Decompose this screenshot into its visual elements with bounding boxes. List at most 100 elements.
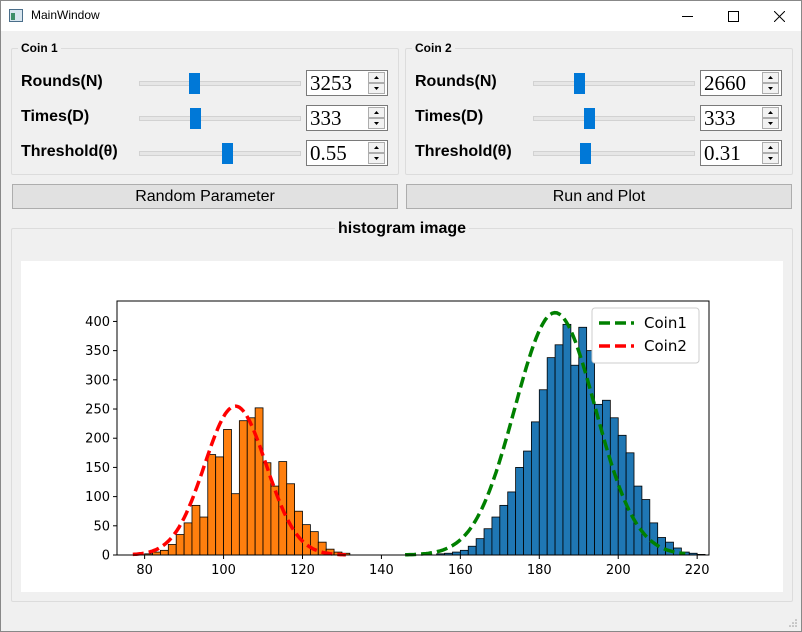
coin2-rounds-value[interactable]: 2660 xyxy=(704,71,746,95)
histogram-bar xyxy=(302,524,311,556)
maximize-button[interactable] xyxy=(710,1,756,31)
minimize-button[interactable] xyxy=(664,1,710,31)
histogram-bar xyxy=(530,421,540,556)
coin2-times-slider-handle[interactable] xyxy=(583,108,595,129)
histogram-chart: 80 100 120 140 160 180 200 220 0 50 100 150 200 250 30… xyxy=(85,300,710,578)
histogram-bar xyxy=(523,450,532,556)
coin1-times-spin-up[interactable] xyxy=(368,107,385,118)
x-tick-label: 200 xyxy=(606,563,631,578)
coin2-rounds-slider[interactable] xyxy=(533,73,695,94)
y-tick-label: 250 xyxy=(85,403,110,418)
coin2-times-spin-down[interactable] xyxy=(762,118,779,129)
coin2-threshold-row: Threshold(θ) 0.31 xyxy=(415,140,785,166)
coin1-rounds-spin-up[interactable] xyxy=(368,72,385,83)
arrow-down-icon xyxy=(374,122,379,125)
coin1-times-row: Times(D) 333 xyxy=(21,105,391,131)
coin2-rounds-label: Rounds(N) xyxy=(415,73,497,90)
coin2-threshold-spin-up[interactable] xyxy=(762,142,779,153)
coin2-threshold-label: Threshold(θ) xyxy=(415,143,512,160)
x-tick-label: 160 xyxy=(448,563,473,578)
histogram-bar xyxy=(578,326,588,556)
y-tick-label: 350 xyxy=(85,344,110,359)
y-tick-label: 300 xyxy=(85,373,110,388)
axes-frame xyxy=(116,300,710,556)
arrow-down-icon xyxy=(768,157,773,160)
arrow-up-icon xyxy=(374,146,379,149)
coin2-rounds-spin-down[interactable] xyxy=(762,83,779,94)
coin2-rounds-spinbox[interactable]: 2660 xyxy=(700,70,782,96)
coin2-rounds-slider-handle[interactable] xyxy=(574,73,586,94)
coin2-times-spin-up[interactable] xyxy=(762,107,779,118)
histogram-bar xyxy=(207,454,217,556)
maximize-icon xyxy=(727,10,739,22)
coin1-threshold-slider-handle[interactable] xyxy=(221,143,233,164)
histogram-bar xyxy=(546,357,556,556)
title-bar[interactable]: MainWindow xyxy=(1,1,801,31)
histogram-bar xyxy=(183,522,193,556)
fit-curve-line xyxy=(405,310,686,557)
coin1-rounds-spin-down[interactable] xyxy=(368,83,385,94)
run-and-plot-button[interactable]: Run and Plot xyxy=(406,184,792,209)
histogram-bar xyxy=(491,516,501,556)
coin2-times-spinbox[interactable]: 333 xyxy=(700,105,782,131)
histogram-bar xyxy=(562,323,572,556)
histogram-bar xyxy=(459,549,469,556)
histogram-bar xyxy=(499,504,509,556)
coin2-times-slider[interactable] xyxy=(533,108,695,129)
histogram-bar xyxy=(254,407,264,556)
histogram-bar xyxy=(538,389,548,556)
arrow-up-icon xyxy=(768,76,773,79)
histogram-bar xyxy=(467,545,477,556)
histogram-bar xyxy=(475,538,485,556)
histogram-bar xyxy=(167,544,177,556)
legend-label: Coin1 xyxy=(644,314,687,332)
coin2-rounds-spin-up[interactable] xyxy=(762,72,779,83)
coin1-times-slider[interactable] xyxy=(139,108,301,129)
coin1-threshold-spinbox[interactable]: 0.55 xyxy=(306,140,388,166)
histogram-bar xyxy=(160,549,169,556)
coin1-times-slider-handle[interactable] xyxy=(189,108,201,129)
histogram-bar xyxy=(215,456,224,556)
histogram-bar xyxy=(175,534,185,556)
coin1-rounds-row: Rounds(N) 3253 xyxy=(21,70,391,96)
coin1-times-spin-down[interactable] xyxy=(368,118,385,129)
y-tick-label: 0 xyxy=(102,549,110,564)
histogram-bar xyxy=(191,504,201,556)
histogram-bar xyxy=(602,399,611,556)
coin2-times-value[interactable]: 333 xyxy=(704,106,736,130)
arrow-down-icon xyxy=(768,87,773,90)
coin2-threshold-spin-down[interactable] xyxy=(762,153,779,164)
histogram-bar xyxy=(609,417,619,556)
coin1-threshold-slider[interactable] xyxy=(139,143,301,164)
coin1-times-spinbox[interactable]: 333 xyxy=(306,105,388,131)
histogram-bar xyxy=(199,516,209,556)
y-tick-label: 150 xyxy=(85,461,110,476)
coin1-group-title: Coin 1 xyxy=(18,41,61,55)
resize-grip-icon[interactable] xyxy=(788,618,798,628)
coin2-group: Coin 2 xyxy=(405,41,793,175)
coin2-threshold-slider[interactable] xyxy=(533,143,695,164)
coin1-threshold-spin-down[interactable] xyxy=(368,153,385,164)
coin2-threshold-slider-handle[interactable] xyxy=(580,143,592,164)
arrow-down-icon xyxy=(374,157,379,160)
coin1-threshold-row: Threshold(θ) 0.55 xyxy=(21,140,391,166)
coin1-rounds-slider-handle[interactable] xyxy=(189,73,201,94)
histogram-bar xyxy=(507,491,517,556)
histogram-bar xyxy=(641,499,651,556)
coin1-times-value[interactable]: 333 xyxy=(310,106,342,130)
x-tick-label: 120 xyxy=(290,563,315,578)
coin2-threshold-spinbox[interactable]: 0.31 xyxy=(700,140,782,166)
coin1-threshold-spin-up[interactable] xyxy=(368,142,385,153)
legend-label: Coin2 xyxy=(644,337,687,355)
coin1-times-label: Times(D) xyxy=(21,108,90,125)
coin1-rounds-spinbox[interactable]: 3253 xyxy=(306,70,388,96)
arrow-up-icon xyxy=(768,111,773,114)
histogram-bar xyxy=(570,364,580,556)
close-button[interactable] xyxy=(756,1,802,31)
coin2-threshold-value[interactable]: 0.31 xyxy=(704,141,741,165)
coin1-rounds-value[interactable]: 3253 xyxy=(310,71,352,95)
coin1-rounds-slider[interactable] xyxy=(139,73,301,94)
coin1-threshold-value[interactable]: 0.55 xyxy=(310,141,347,165)
random-parameter-button[interactable]: Random Parameter xyxy=(12,184,398,209)
